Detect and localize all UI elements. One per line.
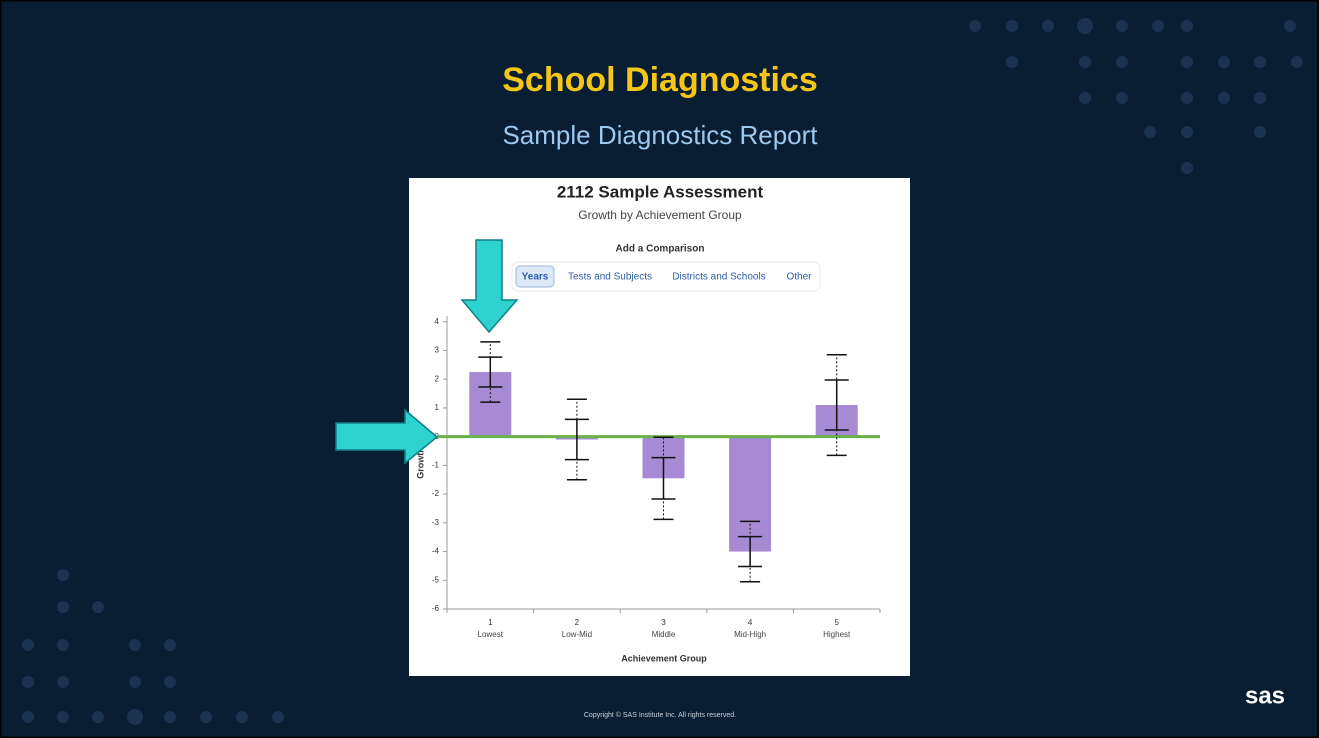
bar [729,436,772,552]
x-tick-label: 2 [575,618,580,627]
x-tick-sublabel: Middle [652,630,676,639]
x-tick-sublabel: Low-Mid [562,630,592,639]
y-tick-label: -1 [432,460,440,469]
x-tick-label: 1 [488,618,493,627]
y-tick-label: 3 [435,346,440,355]
x-tick-sublabel: Highest [823,630,851,639]
chart-subtitle: Growth by Achievement Group [578,208,742,222]
y-tick-label: -2 [432,489,440,498]
comparison-bar [511,261,821,292]
chart-title: 2112 Sample Assessment [557,182,764,201]
copyright: Copyright © SAS Institute Inc. All right… [584,711,736,719]
arrow-down [460,239,519,334]
comparison-tab[interactable]: Districts and Schools [672,272,765,283]
y-tick-label: -3 [432,518,440,527]
y-tick-label: 4 [435,317,440,326]
dot-decoration [22,18,1303,725]
x-tick-label: 4 [748,618,753,627]
x-tick-label: 5 [834,618,839,627]
x-tick-sublabel: Lowest [478,630,504,639]
y-tick-label: 2 [435,374,440,383]
x-tick-label: 3 [661,618,666,627]
comparison-tab[interactable]: Other [786,272,812,283]
comparison-label: Add a Comparison [616,244,705,255]
y-tick-label: -6 [432,604,440,613]
y-tick-label: -5 [432,575,440,584]
y-tick-label: -4 [432,547,440,556]
x-tick-sublabel: Mid-High [734,630,766,639]
y-tick-label: 1 [435,403,440,412]
logo: sas [1245,682,1285,709]
arrow-right [335,408,439,465]
tab-selected-bg [515,265,555,288]
chart: 2112 Sample Assessment Growth by Achievem… [415,182,881,663]
comparison-tab[interactable]: Tests and Subjects [568,272,652,283]
slide-subtitle: Sample Diagnostics Report [502,120,818,150]
y-axis-label: Growth [415,447,425,479]
comparison-tab[interactable]: Years [522,272,549,283]
x-axis-label: Achievement Group [621,653,707,663]
slide-title: School Diagnostics [502,61,818,99]
